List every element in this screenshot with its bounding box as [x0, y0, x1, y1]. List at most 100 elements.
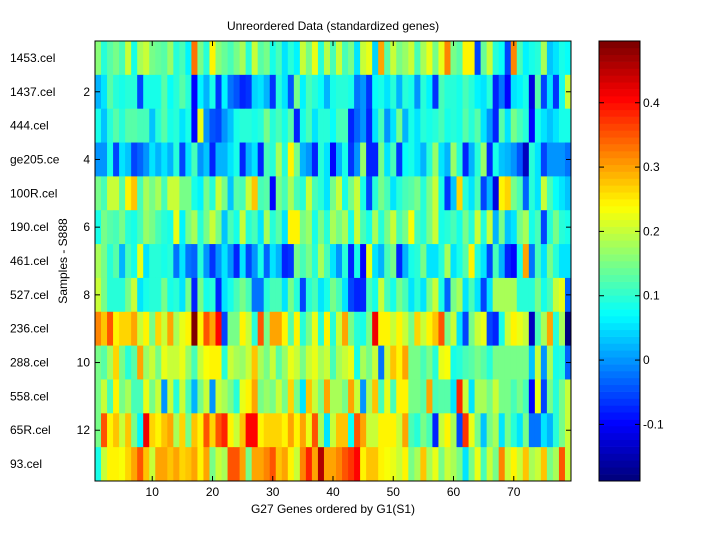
- heatmap-cell: [402, 447, 409, 482]
- heatmap-cell: [137, 176, 144, 211]
- heatmap-cell: [396, 277, 403, 313]
- heatmap-cell: [101, 447, 108, 482]
- heatmap-cell: [293, 379, 301, 414]
- y-tick-label: 2: [83, 85, 90, 99]
- heatmap-cells: [95, 41, 572, 482]
- heatmap-cell: [215, 74, 222, 110]
- heatmap-cell: [480, 277, 488, 313]
- heatmap-cell: [432, 142, 439, 177]
- heatmap-cell: [317, 176, 325, 211]
- heatmap-cell: [402, 244, 409, 279]
- heatmap-cell: [492, 244, 500, 279]
- heatmap-cell: [432, 345, 439, 380]
- heatmap-cell: [534, 447, 542, 482]
- heatmap-cell: [348, 74, 355, 110]
- heatmap-cell: [366, 176, 373, 211]
- heatmap-cell: [227, 41, 234, 76]
- heatmap-cell: [474, 413, 482, 448]
- heatmap-cell: [438, 413, 445, 448]
- heatmap-cell: [468, 311, 475, 347]
- heatmap-cell: [558, 244, 566, 279]
- heatmap-cell: [432, 108, 439, 143]
- heatmap-cell: [245, 176, 253, 211]
- heatmap-cell: [125, 142, 132, 177]
- colorbar-swatch: [599, 474, 640, 482]
- heatmap-cell: [438, 244, 445, 279]
- heatmap-cell: [492, 447, 500, 482]
- heatmap-cell: [263, 244, 271, 279]
- heatmap-cell: [450, 345, 457, 380]
- heatmap-cell: [546, 108, 554, 143]
- heatmap-cell: [299, 345, 307, 380]
- heatmap-cell: [263, 108, 271, 143]
- heatmap-cell: [456, 311, 463, 347]
- heatmap-cell: [504, 345, 512, 380]
- heatmap-cell: [474, 447, 482, 482]
- heatmap-cell: [143, 244, 150, 279]
- heatmap-cell: [137, 345, 144, 380]
- heatmap-cell: [281, 379, 289, 414]
- heatmap-cell: [281, 244, 289, 279]
- heatmap-cell: [510, 108, 518, 143]
- heatmap-cell: [287, 176, 295, 211]
- heatmap-cell: [281, 311, 289, 347]
- heatmap-cell: [305, 413, 313, 448]
- heatmap-cell: [137, 142, 144, 177]
- heatmap-cell: [408, 379, 415, 414]
- heatmap-cell: [342, 413, 349, 448]
- heatmap-cell: [227, 311, 234, 347]
- heatmap-cell: [215, 41, 222, 76]
- heatmap-cell: [384, 74, 391, 110]
- heatmap-cell: [191, 311, 198, 347]
- heatmap-cell: [245, 345, 253, 380]
- heatmap-cell: [167, 345, 174, 380]
- heatmap-cell: [564, 311, 572, 347]
- heatmap-cell: [299, 210, 307, 245]
- heatmap-cell: [564, 108, 572, 143]
- heatmap-cell: [281, 41, 289, 76]
- colorbar-swatch: [599, 75, 640, 83]
- colorbar-swatch: [599, 68, 640, 76]
- heatmap-cell: [257, 379, 265, 414]
- heatmap-cell: [281, 277, 289, 313]
- heatmap-cell: [305, 447, 313, 482]
- colorbar-swatch: [599, 467, 640, 475]
- heatmap-cell: [492, 108, 500, 143]
- heatmap-cell: [119, 345, 126, 380]
- heatmap-cell: [528, 210, 536, 245]
- heatmap-cell: [414, 413, 421, 448]
- heatmap-cell: [360, 244, 367, 279]
- x-tick-label: 50: [387, 485, 401, 499]
- colorbar-swatch: [599, 336, 640, 344]
- heatmap-cell: [251, 413, 259, 448]
- heatmap-cell: [384, 277, 391, 313]
- heatmap-cell: [227, 74, 234, 110]
- heatmap-cell: [558, 210, 566, 245]
- heatmap-cell: [113, 413, 120, 448]
- heatmap-cell: [131, 41, 138, 76]
- heatmap-cell: [444, 74, 451, 110]
- x-tick-label: 20: [206, 485, 220, 499]
- heatmap-cell: [95, 447, 102, 482]
- heatmap-cell: [474, 277, 482, 313]
- heatmap-cell: [522, 311, 530, 347]
- colorbar-swatch: [599, 240, 640, 248]
- heatmap-cell: [161, 277, 168, 313]
- heatmap-cell: [432, 41, 439, 76]
- heatmap-cell: [191, 176, 198, 211]
- y-tick-label: 10: [77, 356, 91, 370]
- heatmap-cell: [552, 41, 560, 76]
- heatmap-cell: [462, 277, 469, 313]
- heatmap-cell: [131, 176, 138, 211]
- heatmap-cell: [540, 210, 548, 245]
- heatmap-cell: [281, 210, 289, 245]
- colorbar-swatch: [599, 96, 640, 104]
- heatmap-cell: [372, 41, 379, 76]
- heatmap-cell: [137, 311, 144, 347]
- heatmap-cell: [275, 142, 283, 177]
- heatmap-cell: [155, 142, 162, 177]
- heatmap-cell: [564, 41, 572, 76]
- heatmap-cell: [522, 74, 530, 110]
- heatmap-cell: [378, 447, 385, 482]
- heatmap-cell: [269, 277, 277, 313]
